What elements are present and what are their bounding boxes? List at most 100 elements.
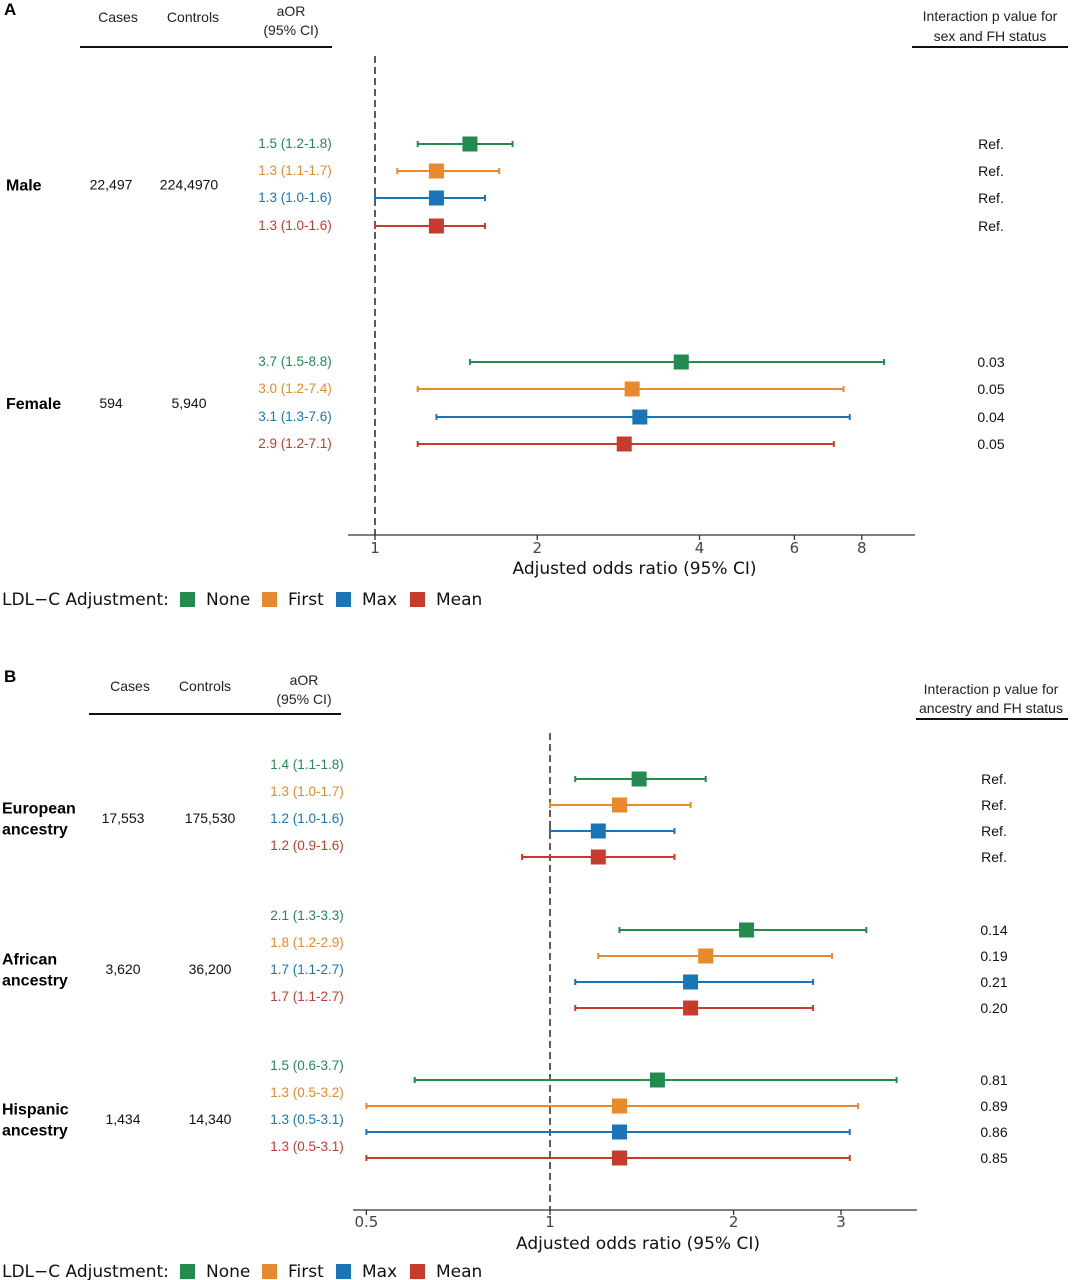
- p-value: Ref.: [981, 797, 1007, 813]
- group-cases: 22,497: [90, 177, 133, 193]
- point-estimate: [612, 1098, 628, 1114]
- group-controls: 36,200: [189, 961, 232, 977]
- header-aor: aOR: [277, 3, 306, 19]
- aor-label: 1.3 (1.1-1.7): [258, 163, 332, 178]
- x-tick-label: 0.5: [354, 1213, 378, 1231]
- point-estimate: [612, 1124, 628, 1140]
- p-value: 0.20: [980, 1000, 1007, 1016]
- point-estimate: [590, 849, 606, 865]
- header-controls: Controls: [167, 9, 219, 25]
- p-value: 0.86: [980, 1124, 1007, 1140]
- legend-label-mean: Mean: [436, 1262, 482, 1280]
- point-estimate: [462, 136, 478, 152]
- header-controls: Controls: [179, 678, 231, 694]
- x-axis-label: Adjusted odds ratio (95% CI): [513, 559, 757, 579]
- point-estimate: [631, 771, 647, 787]
- group-cases: 594: [99, 395, 123, 411]
- legend-label-mean: Mean: [436, 590, 482, 610]
- point-estimate: [612, 797, 628, 813]
- aor-label: 1.3 (0.5-3.1): [270, 1139, 344, 1154]
- legend-swatch-mean: [410, 1264, 425, 1279]
- legend-title: LDL−C Adjustment:: [2, 590, 169, 610]
- p-value: Ref.: [981, 823, 1007, 839]
- p-value: Ref.: [978, 218, 1004, 234]
- p-value: Ref.: [978, 163, 1004, 179]
- legend-label-first: First: [288, 590, 324, 610]
- panel-b: B Cases Controls aOR (95% CI) Interaction p v…: [2, 667, 1068, 1280]
- legend: LDL−C Adjustment: None First Max Mean: [2, 1262, 482, 1280]
- x-tick-label: 3: [836, 1213, 846, 1231]
- header-cases: Cases: [110, 678, 150, 694]
- legend-swatch-none: [180, 1264, 195, 1279]
- point-estimate: [428, 190, 444, 206]
- p-value: 0.05: [977, 436, 1004, 452]
- group-controls: 175,530: [185, 810, 236, 826]
- point-estimate: [632, 409, 648, 425]
- p-value: 0.85: [980, 1150, 1007, 1166]
- legend-label-max: Max: [362, 1262, 397, 1280]
- x-axis-label: Adjusted odds ratio (95% CI): [516, 1234, 760, 1254]
- legend-swatch-first: [262, 592, 277, 607]
- p-value: Ref.: [978, 190, 1004, 206]
- legend-swatch-first: [262, 1264, 277, 1279]
- panel-letter: B: [4, 667, 16, 686]
- aor-label: 1.5 (0.6-3.7): [270, 1058, 344, 1073]
- group-label: ancestry: [2, 973, 68, 990]
- header-p-value: Interaction p value for: [924, 681, 1059, 697]
- group-cases: 1,434: [105, 1111, 140, 1127]
- p-value: Ref.: [978, 136, 1004, 152]
- aor-label: 1.2 (0.9-1.6): [270, 838, 344, 853]
- header-p-value: Interaction p value for: [923, 8, 1058, 24]
- header-p-value-sub: sex and FH status: [934, 28, 1047, 44]
- aor-label: 1.3 (1.0-1.7): [270, 784, 344, 799]
- legend-label-none: None: [206, 1262, 250, 1280]
- p-value: 0.19: [980, 948, 1007, 964]
- p-value: Ref.: [981, 771, 1007, 787]
- p-value: 0.14: [980, 922, 1007, 938]
- panel-a: A Cases Controls aOR (95% CI) Interaction p v…: [2, 0, 1068, 610]
- x-tick-label: 1: [370, 539, 380, 557]
- group-label: Hispanic: [2, 1102, 69, 1119]
- legend-swatch-mean: [410, 592, 425, 607]
- x-tick-label: 8: [857, 539, 867, 557]
- header-aor: aOR: [290, 672, 319, 688]
- legend-swatch-none: [180, 592, 195, 607]
- aor-label: 1.2 (1.0-1.6): [270, 811, 344, 826]
- x-tick-label: 2: [532, 539, 542, 557]
- group-label: European: [2, 801, 76, 818]
- p-value: 0.03: [977, 354, 1004, 370]
- p-value: Ref.: [981, 849, 1007, 865]
- point-estimate: [612, 1150, 628, 1166]
- group-label: Male: [6, 178, 42, 195]
- p-value: 0.81: [980, 1072, 1007, 1088]
- x-tick-label: 2: [729, 1213, 739, 1231]
- point-estimate: [616, 436, 632, 452]
- legend: LDL−C Adjustment: None First Max Mean: [2, 590, 482, 610]
- group-label: African: [2, 952, 57, 969]
- aor-label: 3.0 (1.2-7.4): [258, 381, 332, 396]
- group-cases: 3,620: [105, 961, 140, 977]
- aor-label: 1.3 (1.0-1.6): [258, 190, 332, 205]
- group-controls: 14,340: [189, 1111, 232, 1127]
- header-p-value-sub: ancestry and FH status: [919, 700, 1063, 716]
- header-aor-ci: (95% CI): [263, 22, 318, 38]
- aor-label: 1.7 (1.1-2.7): [270, 989, 344, 1004]
- point-estimate: [428, 218, 444, 234]
- point-estimate: [428, 163, 444, 179]
- aor-label: 1.3 (0.5-3.1): [270, 1112, 344, 1127]
- aor-label: 1.8 (1.2-2.9): [270, 935, 344, 950]
- legend-title: LDL−C Adjustment:: [2, 1262, 169, 1280]
- aor-label: 1.7 (1.1-2.7): [270, 962, 344, 977]
- legend-label-none: None: [206, 590, 250, 610]
- aor-label: 1.4 (1.1-1.8): [270, 757, 344, 772]
- point-estimate: [739, 922, 755, 938]
- legend-swatch-max: [336, 1264, 351, 1279]
- group-label: ancestry: [2, 1123, 68, 1140]
- p-value: 0.05: [977, 381, 1004, 397]
- aor-label: 3.7 (1.5-8.8): [258, 354, 332, 369]
- legend-label-max: Max: [362, 590, 397, 610]
- aor-label: 3.1 (1.3-7.6): [258, 409, 332, 424]
- point-estimate: [590, 823, 606, 839]
- aor-label: 1.5 (1.2-1.8): [258, 136, 332, 151]
- group-controls: 224,4970: [160, 177, 219, 193]
